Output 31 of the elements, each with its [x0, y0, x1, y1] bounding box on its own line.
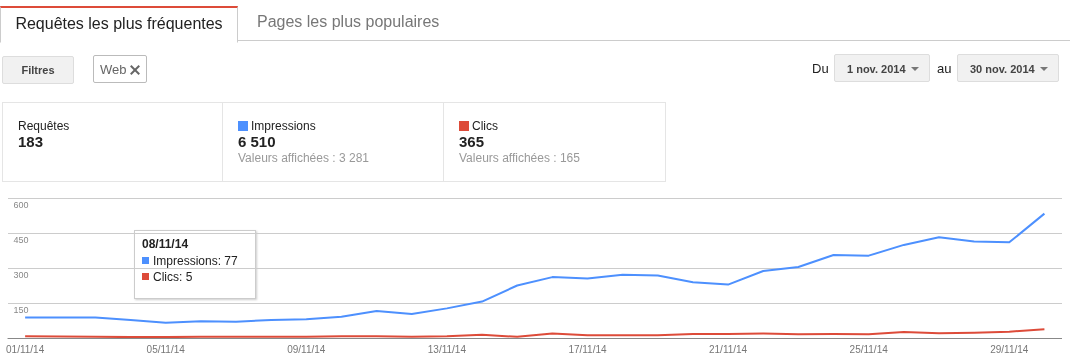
legend-label: Impressions	[251, 119, 316, 133]
x-tick-label: 01/11/14	[6, 343, 45, 355]
annotation: Impressions: 77	[153, 254, 238, 268]
x-tick-label: 09/11/14	[287, 343, 326, 355]
x-tick-label: 13/11/14	[427, 343, 467, 355]
text: Valeurs affichées : 3 281	[238, 151, 369, 165]
text: Du	[812, 61, 829, 76]
x-tick-label: 21/11/14	[709, 343, 748, 355]
text: au	[937, 61, 952, 76]
y-tick-label: 150	[13, 304, 29, 315]
text: 30 nov. 2014	[957, 54, 1059, 82]
text: Web	[93, 55, 147, 83]
text: Requêtes	[18, 119, 70, 133]
y-tick-label: 600	[13, 199, 29, 210]
annotation: Clics: 5	[153, 270, 193, 284]
text: Valeurs affichées : 165	[459, 151, 580, 165]
text: 183	[18, 133, 44, 150]
annotation: 08/11/14	[142, 237, 189, 251]
y-tick-label: 450	[13, 234, 29, 245]
x-tick-label: 17/11/14	[568, 343, 608, 355]
legend-label: Clics	[472, 119, 498, 133]
text: 365	[459, 133, 485, 150]
x-tick-label: 25/11/14	[849, 343, 889, 355]
text: 6 510	[238, 133, 276, 150]
text: Filtres	[2, 56, 74, 84]
text: 1 nov. 2014	[834, 54, 930, 82]
x-tick-label: 05/11/14	[146, 343, 186, 355]
y-tick-label: 300	[13, 269, 29, 280]
x-tick-label: 29/11/14	[990, 343, 1029, 355]
text: Requêtes les plus fréquentes	[0, 6, 238, 43]
text: Pages les plus populaires	[257, 13, 440, 31]
